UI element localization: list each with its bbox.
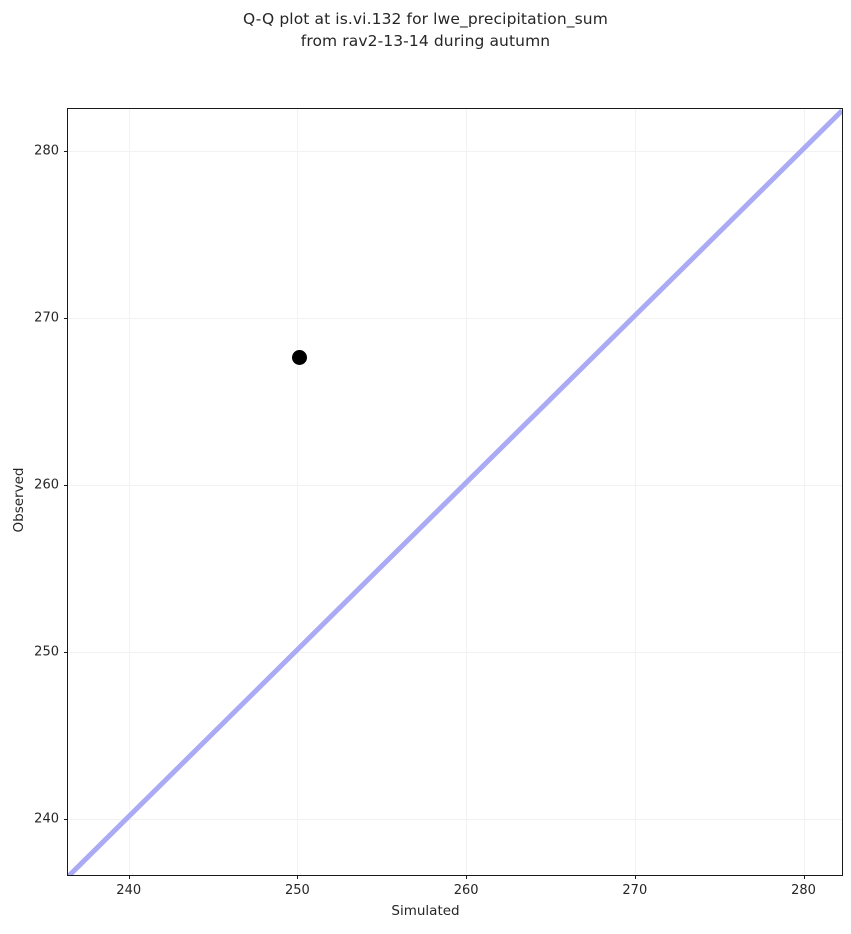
y-axis-tick	[64, 317, 68, 319]
y-axis-tick	[64, 651, 68, 653]
gridline-horizontal	[68, 818, 842, 820]
y-axis-tick-label: 260	[34, 477, 59, 493]
gridline-horizontal	[68, 484, 842, 486]
gridline-horizontal	[68, 317, 842, 319]
y-axis-tick-label: 270	[34, 310, 59, 326]
x-axis-tick	[297, 875, 299, 879]
gridline-vertical	[634, 109, 636, 875]
x-axis-label: Simulated	[391, 903, 460, 919]
data-point	[291, 350, 307, 366]
reference-line-layer	[68, 109, 842, 875]
chart-title: Q-Q plot at is.vi.132 for lwe_precipitat…	[243, 10, 608, 50]
y-axis-tick-label: 250	[34, 644, 59, 660]
x-axis-tick-label: 280	[791, 883, 816, 898]
gridline-horizontal	[68, 651, 842, 653]
y-axis-tick	[64, 484, 68, 486]
gridline-vertical	[297, 109, 299, 875]
plot-axes: 240 250 260 270 280 240 250 260 270 280	[34, 108, 843, 898]
x-axis-tick	[634, 875, 636, 879]
y-axis-tick-label: 240	[34, 811, 59, 827]
y-axis-tick-label: 280	[34, 143, 59, 159]
y-axis-label: Observed	[11, 467, 27, 533]
x-axis-tick-label: 240	[116, 883, 142, 898]
gridline-vertical	[466, 109, 468, 875]
gridline-horizontal	[68, 150, 842, 152]
gridline-vertical	[803, 109, 805, 875]
y-axis-tick	[64, 818, 68, 820]
x-axis-tick-label: 250	[285, 883, 310, 898]
x-axis-tick	[803, 875, 805, 879]
x-axis-tick-label: 270	[622, 883, 648, 898]
x-axis-tick-label: 260	[453, 883, 479, 898]
plot-area	[68, 109, 842, 875]
x-axis-tick	[128, 875, 130, 879]
gridline-vertical	[128, 109, 130, 875]
x-axis-tick	[466, 875, 468, 879]
one-to-one-reference-line	[68, 111, 842, 875]
y-axis-tick	[64, 150, 68, 152]
